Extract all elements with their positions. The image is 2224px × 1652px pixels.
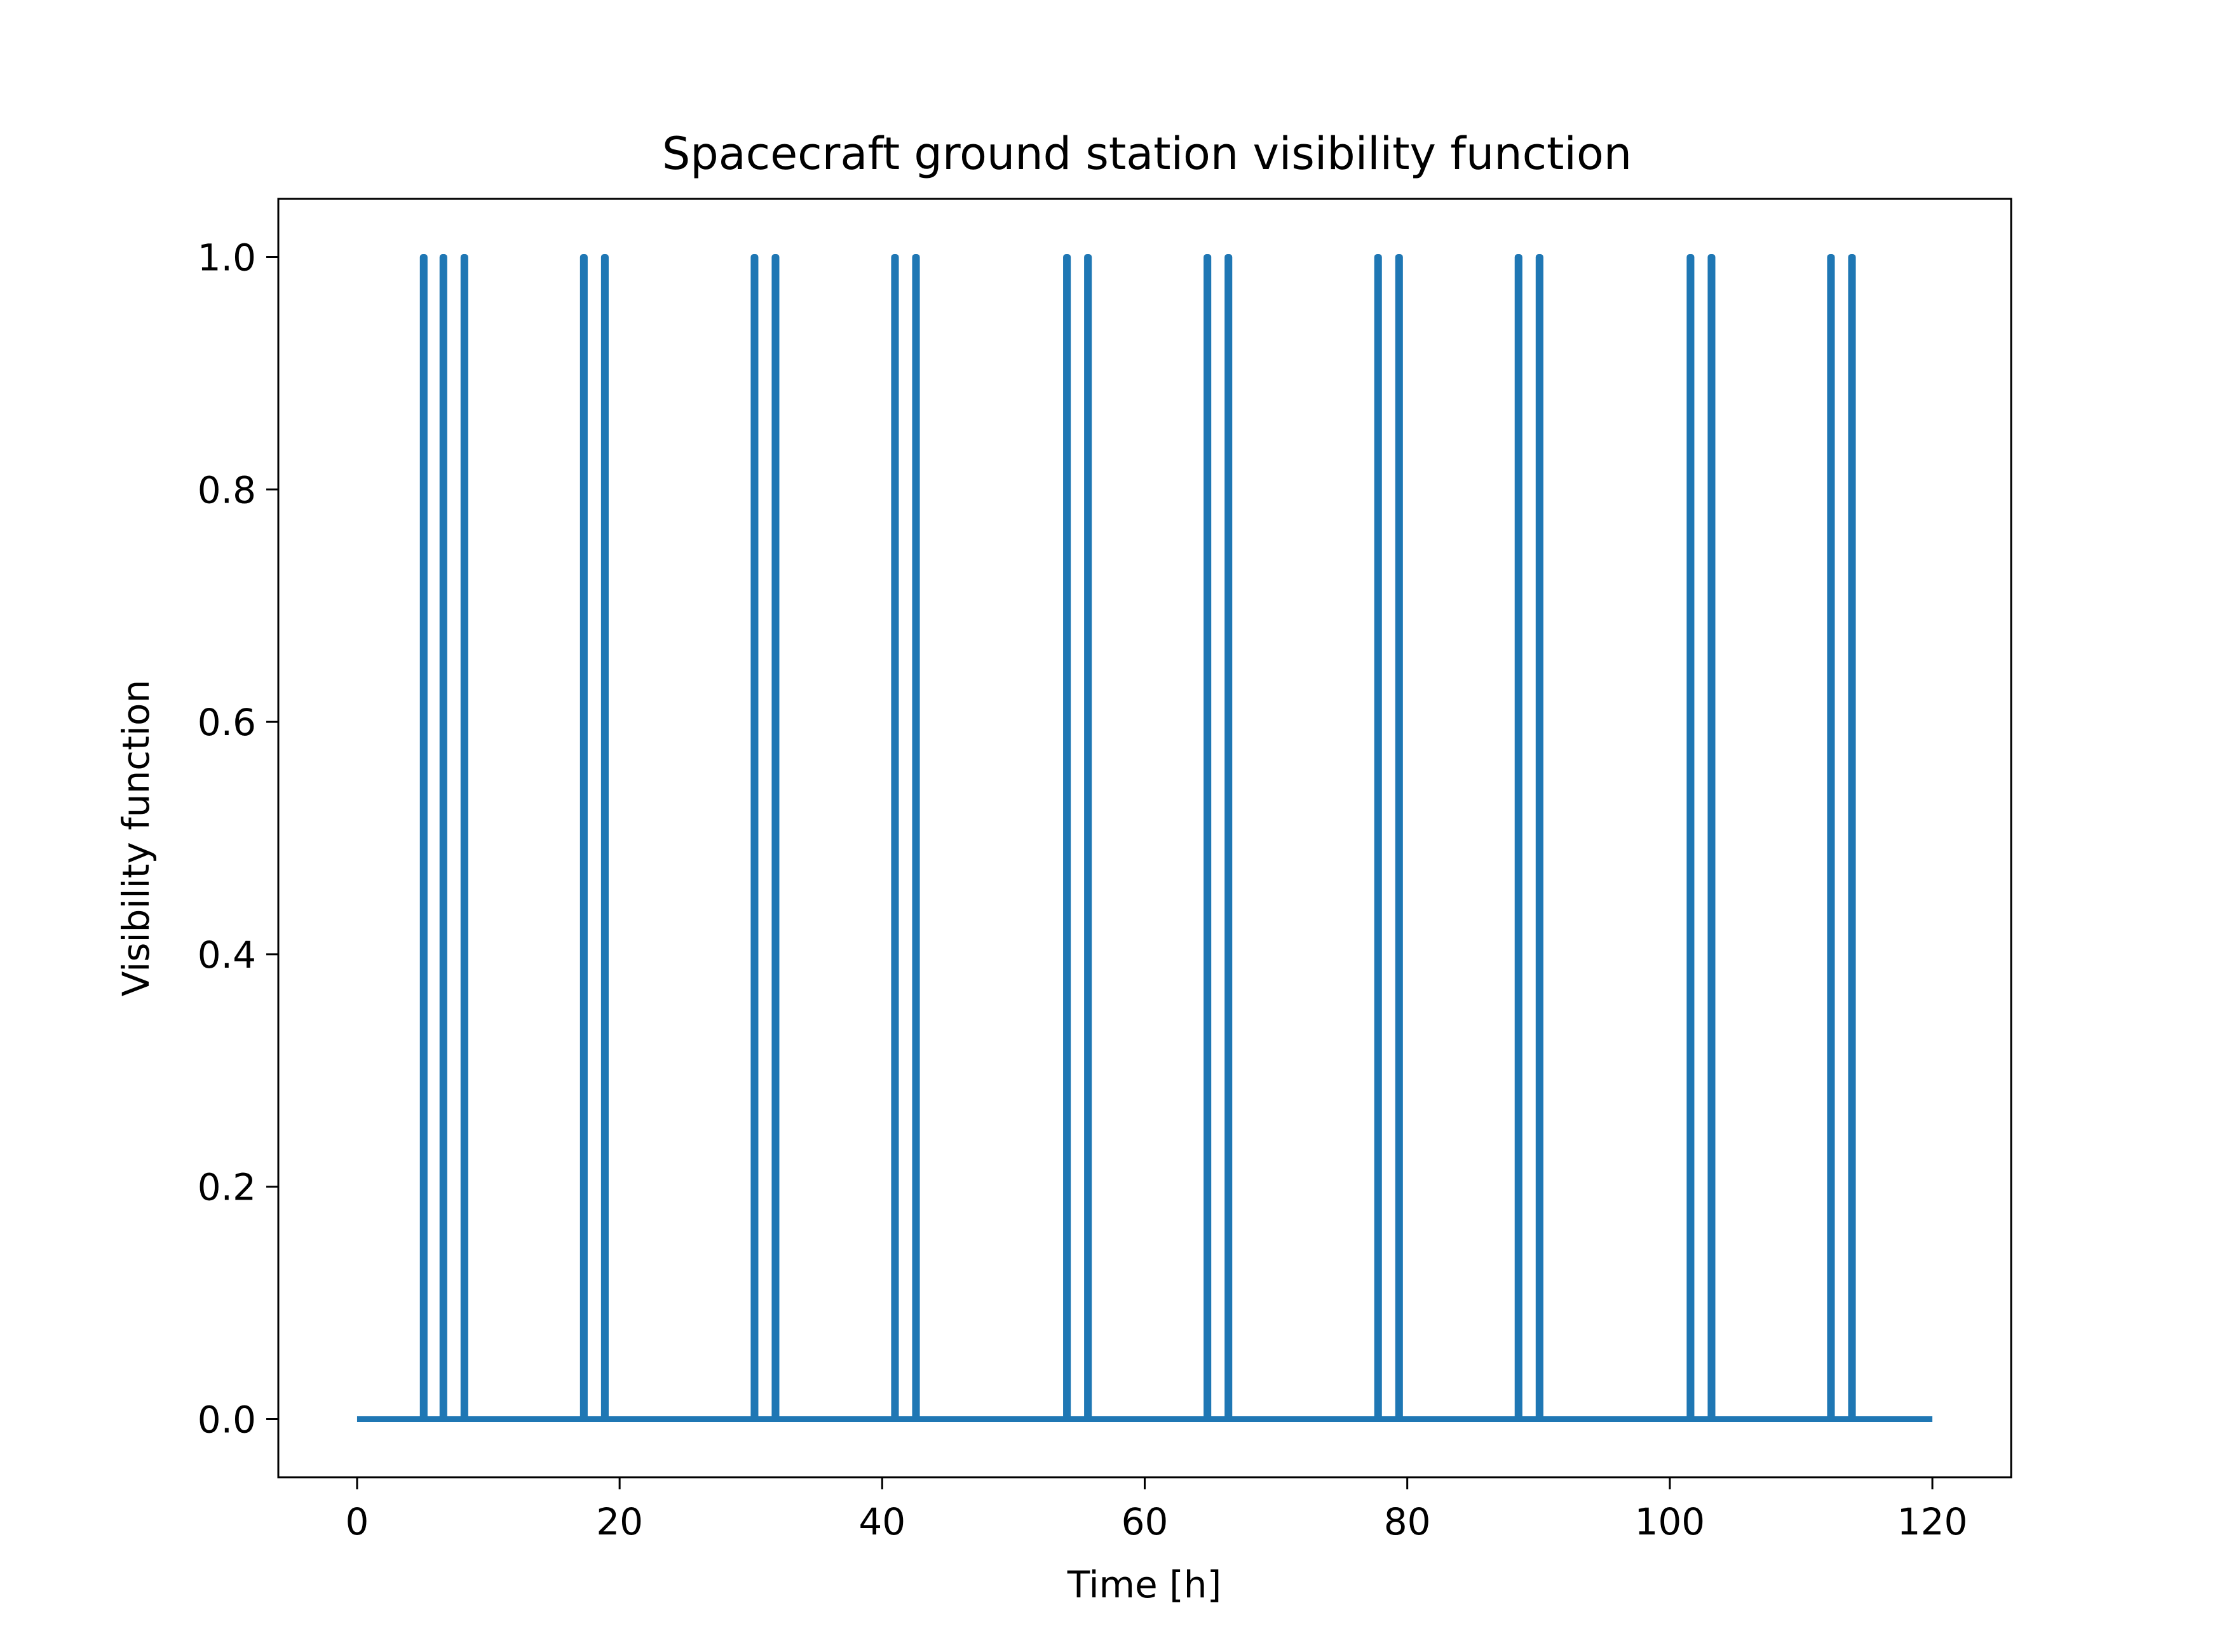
y-axis-label: Visibility function — [114, 680, 158, 996]
y-tick-label: 0.4 — [198, 933, 256, 977]
x-tick-label: 0 — [346, 1500, 369, 1543]
chart-title: Spacecraft ground station visibility fun… — [662, 128, 1632, 180]
x-axis-label: Time [h] — [1067, 1563, 1221, 1606]
x-tick-label: 100 — [1635, 1500, 1705, 1543]
x-tick-label: 80 — [1384, 1500, 1431, 1543]
y-tick-label: 1.0 — [198, 236, 256, 279]
y-axis-ticks: 0.0 0.2 0.4 0.6 0.8 1.0 — [198, 236, 278, 1442]
visibility-series-line — [356, 254, 1933, 1423]
x-tick-label: 20 — [596, 1500, 643, 1543]
y-tick-label: 0.2 — [198, 1166, 256, 1209]
y-tick-label: 0.6 — [198, 701, 256, 744]
y-tick-label: 0.8 — [198, 468, 256, 511]
x-tick-label: 40 — [858, 1500, 905, 1543]
x-tick-label: 120 — [1897, 1500, 1968, 1543]
y-tick-label: 0.0 — [198, 1398, 256, 1442]
plot-series — [356, 254, 1933, 1423]
x-tick-label: 60 — [1122, 1500, 1169, 1543]
x-axis-ticks: 0 20 40 60 80 100 120 — [346, 1477, 1968, 1543]
